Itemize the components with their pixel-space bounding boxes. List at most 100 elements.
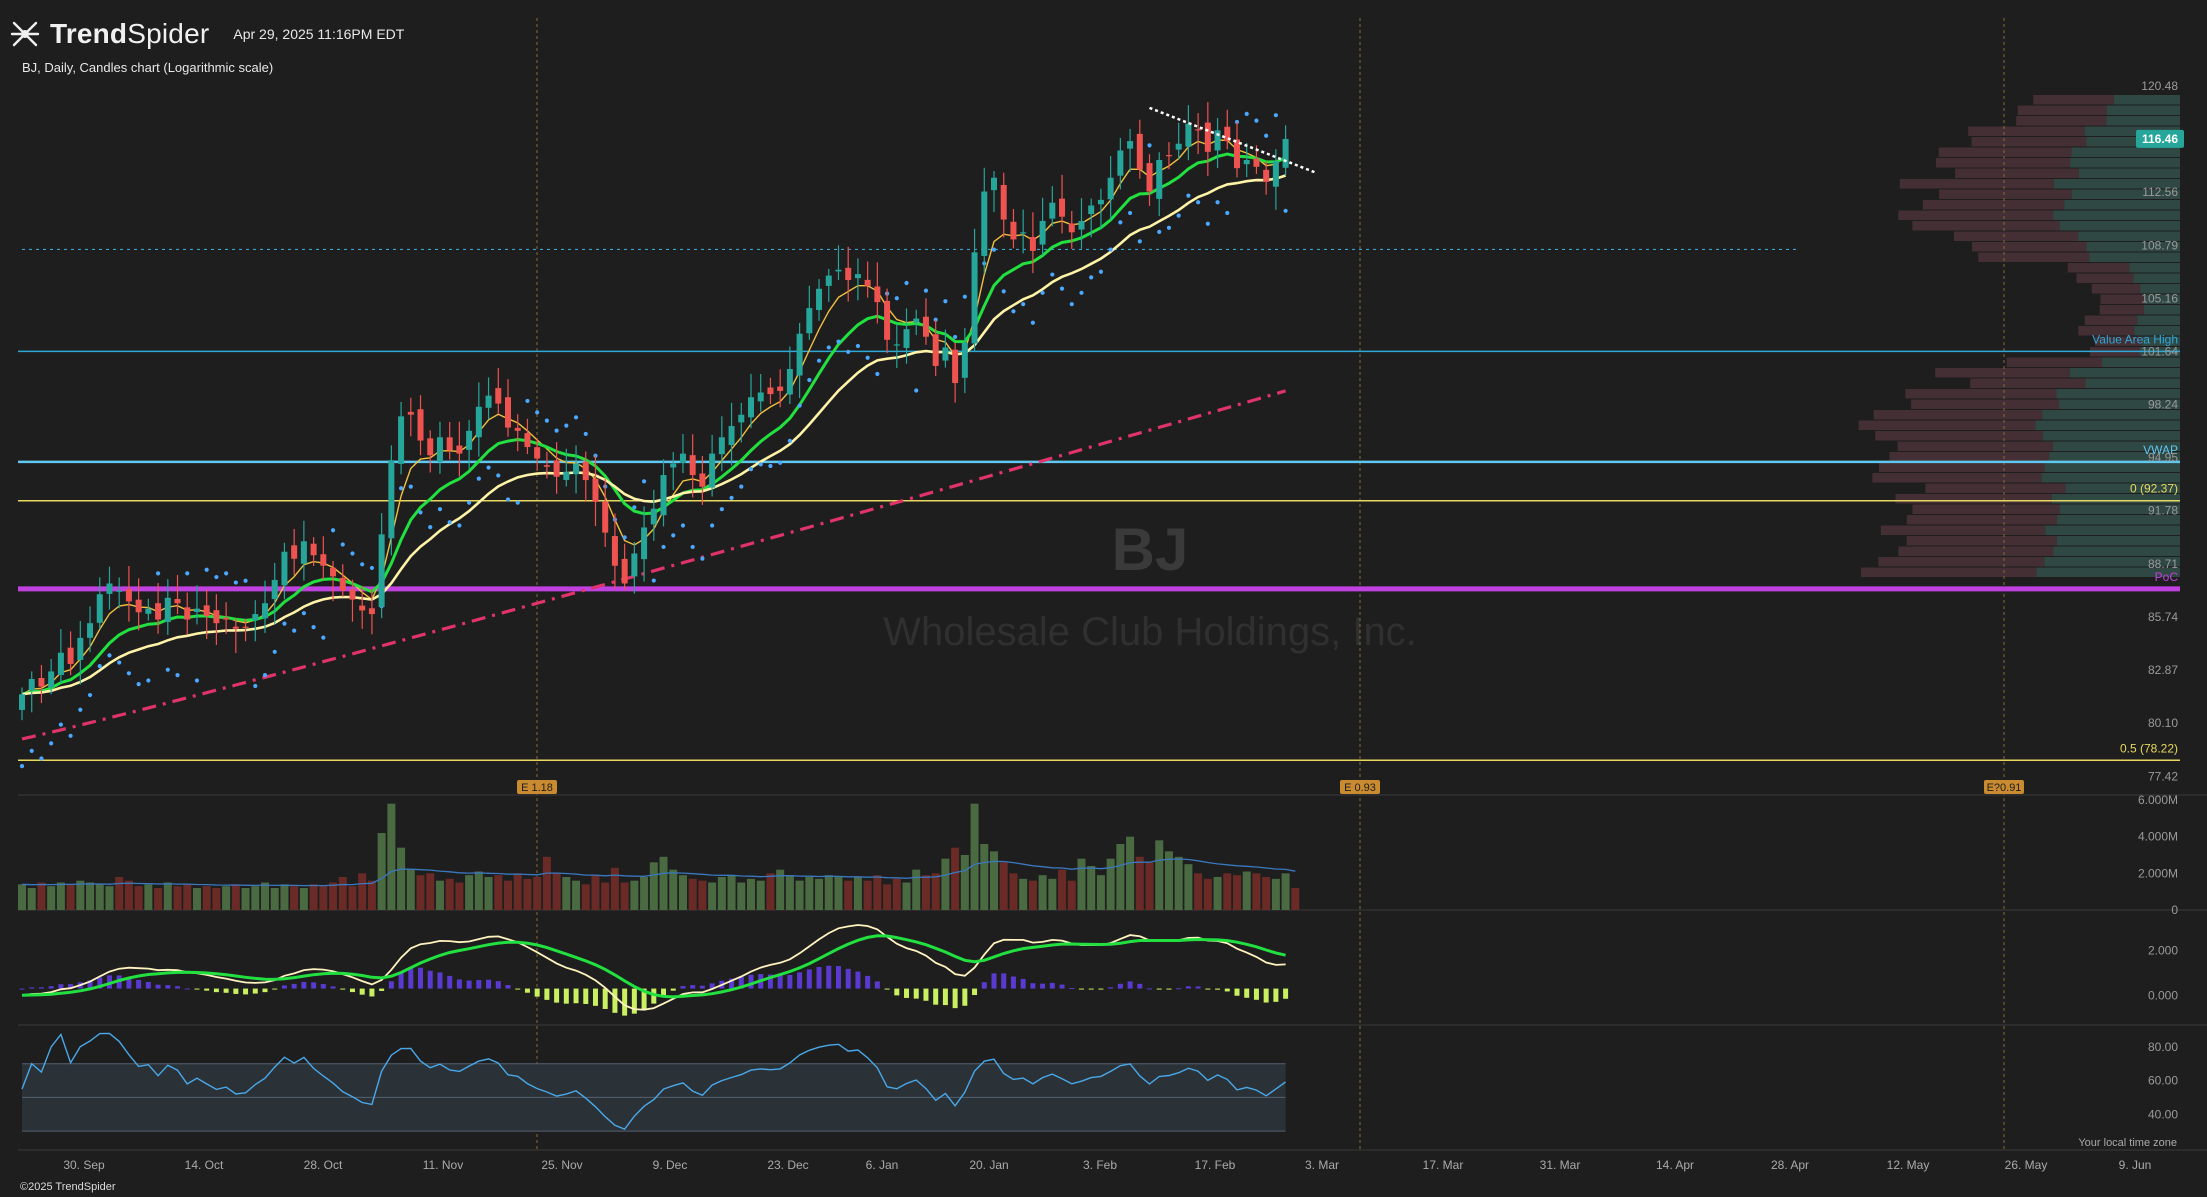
psar-dot	[1069, 302, 1074, 307]
price-tick-label: 80.10	[2148, 716, 2178, 730]
psar-dot	[680, 523, 686, 528]
psar-dot	[1001, 289, 1006, 294]
volume-profile-bar-buy	[2059, 221, 2180, 231]
candle	[1068, 210, 1075, 249]
candle-body	[281, 551, 288, 586]
candle-body	[981, 191, 988, 256]
volume-bar	[649, 862, 658, 910]
macd-hist-bar	[330, 986, 336, 989]
candle	[38, 664, 45, 704]
psar-dot	[515, 500, 520, 505]
psar-dot	[1254, 118, 1259, 123]
volume-bar	[290, 886, 299, 910]
candle	[223, 602, 230, 634]
candle-body	[709, 453, 716, 488]
psar-dot	[447, 520, 452, 525]
macd-pane[interactable]: 2.000 0.000	[19, 924, 2179, 1016]
macd-hist-bar	[777, 975, 783, 989]
macd-hist-bar	[437, 972, 443, 989]
candle	[184, 592, 191, 635]
psar-dot	[204, 567, 209, 572]
candle-body	[436, 437, 443, 462]
psar-dot	[107, 653, 112, 658]
candle-body	[913, 318, 920, 323]
candle-body	[631, 553, 638, 577]
candle	[893, 323, 900, 369]
macd-hist-bar	[738, 976, 744, 989]
psar-dot	[117, 660, 122, 665]
volume-bar	[1009, 873, 1018, 910]
psar-dot	[428, 525, 433, 530]
psar-dot	[719, 507, 724, 512]
macd-hist-bar	[379, 988, 385, 991]
macd-hist-bar	[427, 970, 433, 989]
macd-hist-bar	[1010, 976, 1016, 989]
candle	[728, 402, 735, 466]
candle	[835, 245, 842, 281]
date-tick-label: 26. May	[2005, 1158, 2048, 1172]
psar-dot	[748, 467, 754, 472]
volume-bar	[708, 882, 717, 910]
rsi-pane[interactable]: 80.00 60.00 40.00	[21, 1032, 2178, 1132]
candle	[874, 262, 881, 324]
candle	[232, 618, 239, 654]
candle-body	[456, 445, 463, 454]
candle	[252, 600, 259, 642]
macd-tick-label: 2.000	[2148, 944, 2178, 958]
volume-pane[interactable]: 6.000M 4.000M 2.000M 0	[18, 793, 2178, 917]
local-time-note: Your local time zone	[2078, 1137, 2177, 1149]
volume-profile-bar-sell	[1972, 242, 2087, 252]
candle	[854, 258, 861, 301]
candle	[825, 268, 832, 302]
macd-hist-bar	[301, 981, 307, 989]
volume-profile-bar-sell	[1925, 483, 2066, 493]
date-tick-label: 12. May	[1887, 1158, 1930, 1172]
candle-body	[96, 594, 103, 623]
psar-dot	[185, 571, 190, 576]
macd-hist-bar	[320, 984, 326, 989]
date-tick-label: 23. Dec	[767, 1158, 808, 1172]
macd-hist-bar	[38, 987, 44, 989]
candle	[952, 343, 959, 403]
date-tick-label: 14. Oct	[185, 1158, 224, 1172]
psar-dot	[1147, 143, 1152, 148]
psar-dot	[846, 349, 851, 354]
candle	[1234, 122, 1240, 178]
candle	[679, 433, 686, 473]
candles[interactable]	[19, 102, 1316, 721]
macd-hist-bar	[1078, 988, 1084, 990]
psar-dot	[1283, 208, 1288, 213]
candle	[155, 583, 162, 634]
macd-hist-bar	[670, 988, 676, 991]
macd-hist-bar	[136, 979, 142, 989]
volume-bar	[66, 884, 75, 910]
psar-dot	[1079, 290, 1084, 295]
volume-bar	[1164, 851, 1173, 910]
macd-hist-bar	[913, 988, 919, 999]
volume-profile	[1858, 95, 2180, 577]
volume-profile-bar-sell	[2094, 336, 2142, 346]
volume-bar	[56, 882, 65, 910]
volume-profile-bar-buy	[2053, 179, 2180, 189]
rsi-line	[21, 1032, 1287, 1131]
volume-bar	[367, 880, 376, 910]
candle-body	[417, 409, 424, 441]
volume-bar	[863, 880, 872, 910]
volume-profile-bar-buy	[2086, 137, 2180, 147]
macd-hist-bar	[855, 971, 861, 989]
psar-dot	[58, 722, 63, 727]
candle	[1224, 109, 1231, 150]
volume-bar	[455, 882, 464, 910]
volume-profile-bar-buy	[2143, 305, 2180, 315]
candle	[757, 373, 764, 412]
volume-bar	[435, 880, 444, 910]
volume-profile-bar-buy	[2064, 200, 2180, 210]
candle-body	[1224, 126, 1231, 142]
candle-body	[689, 455, 696, 476]
candle-body	[845, 267, 852, 280]
candle-body	[1272, 161, 1279, 187]
macd-hist-bar	[602, 988, 608, 1009]
macd-hist-bar	[806, 969, 812, 989]
psar-dot	[991, 247, 997, 252]
